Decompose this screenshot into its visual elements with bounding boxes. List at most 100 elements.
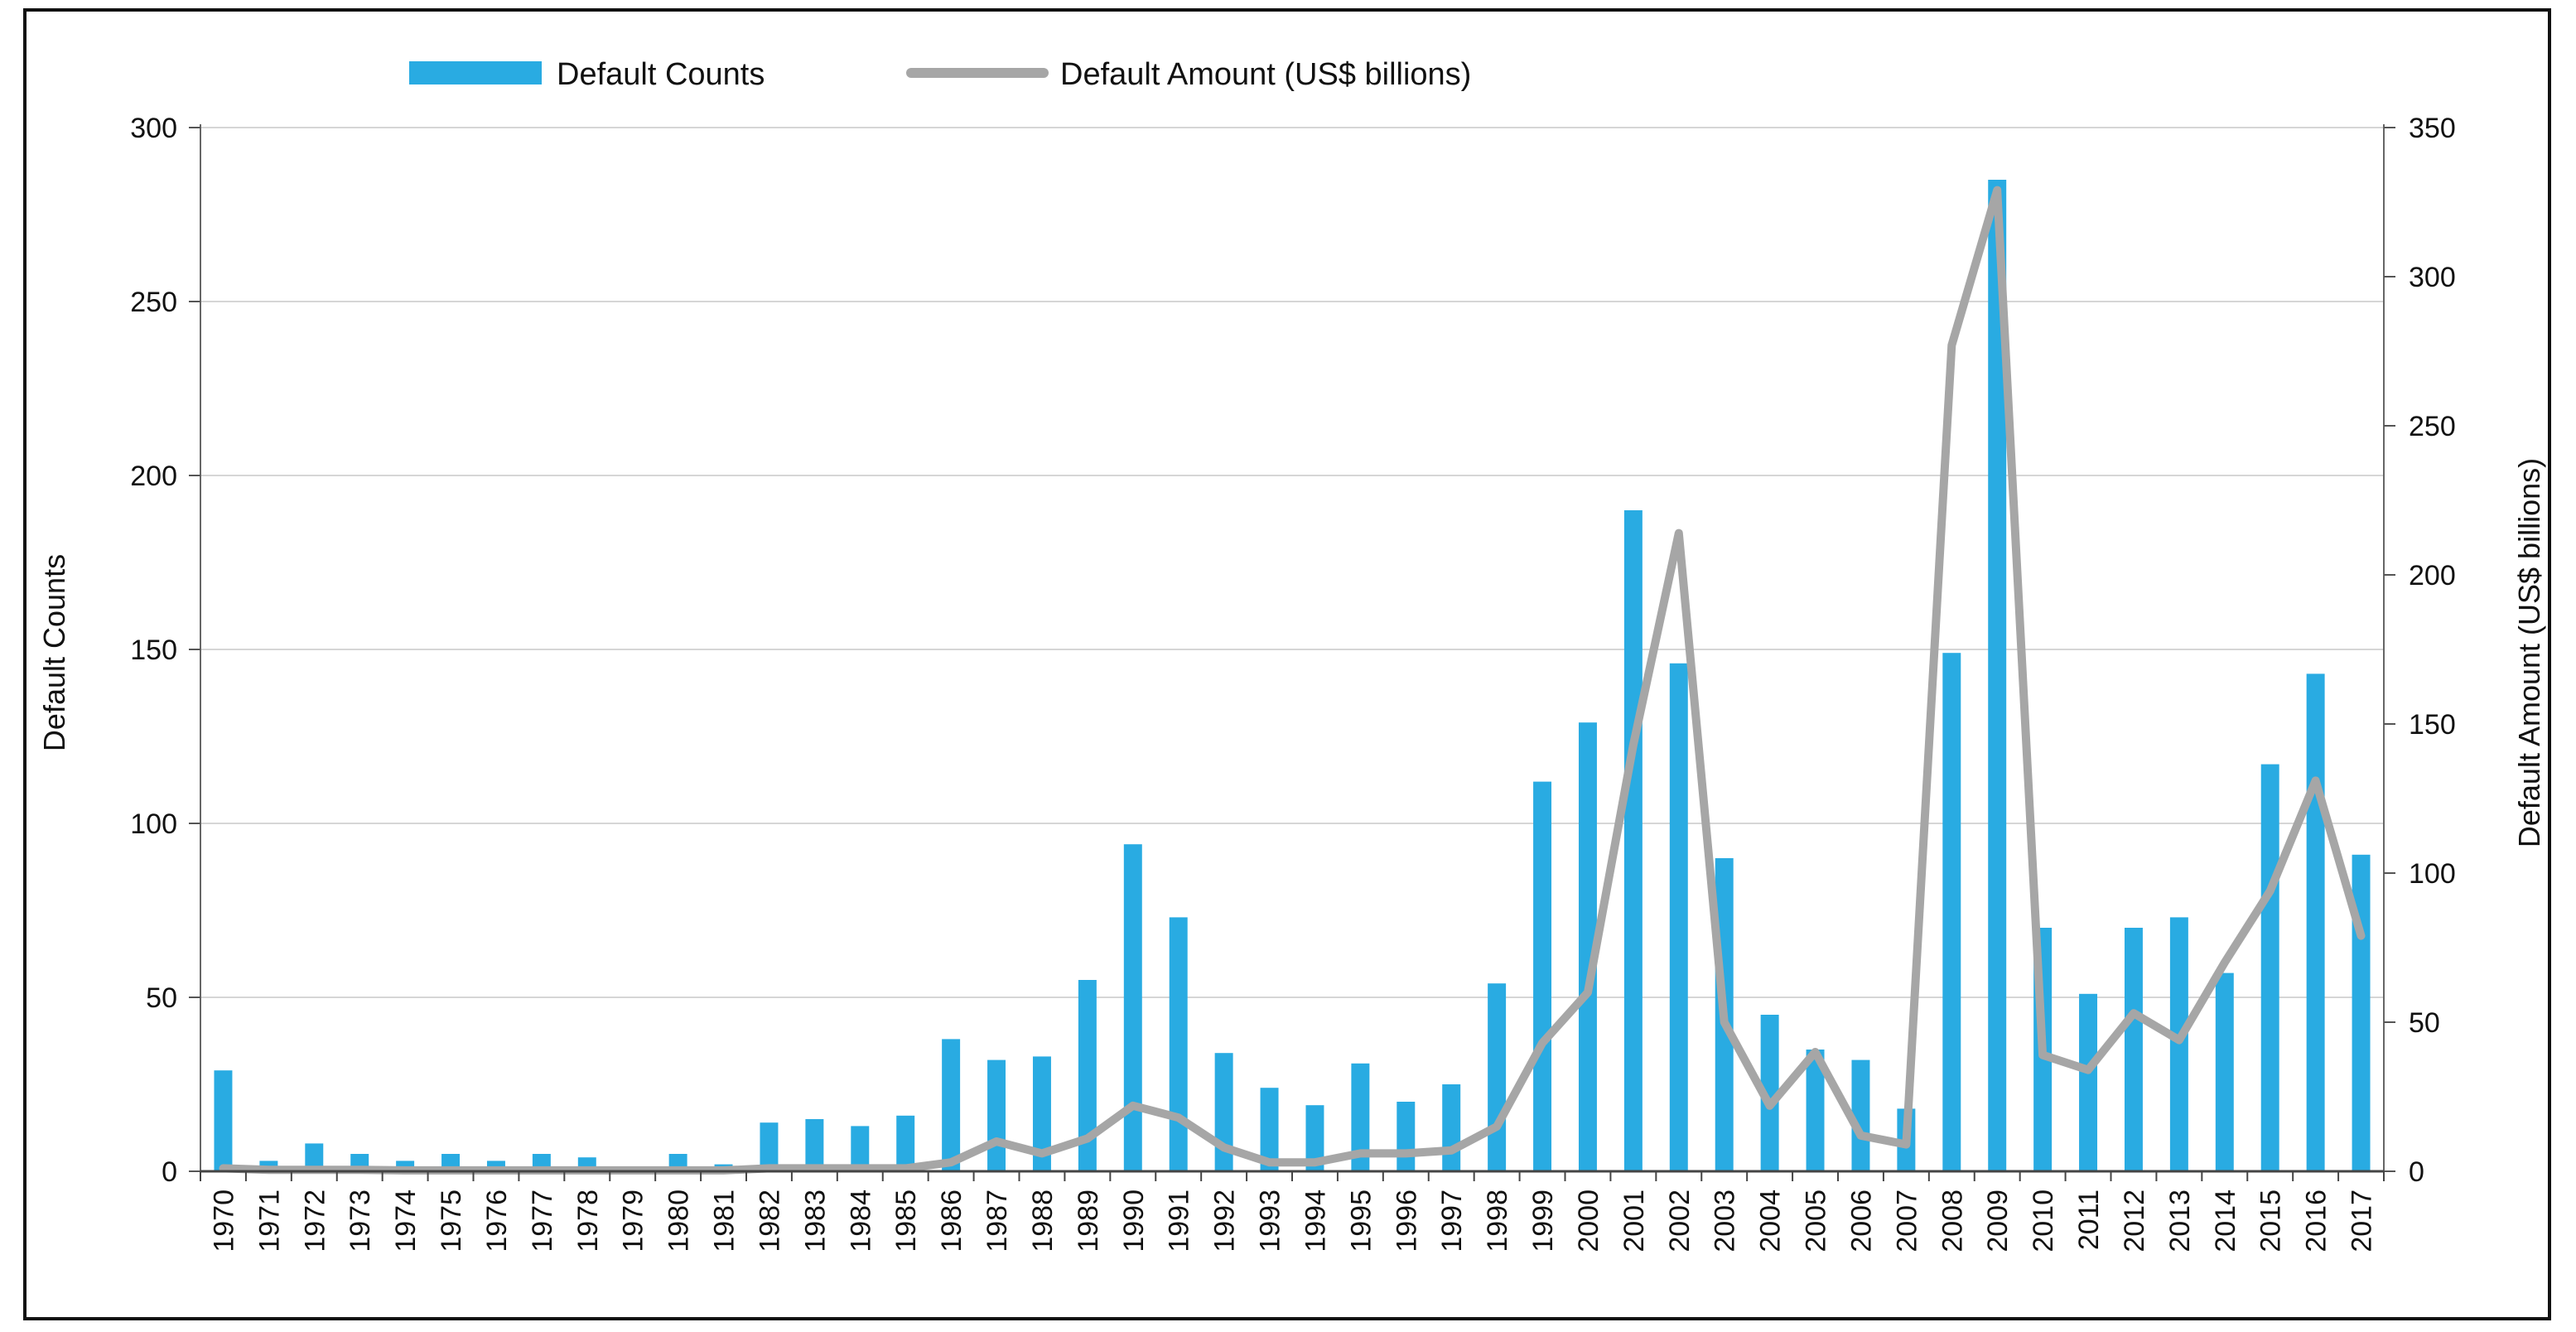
- bar-1984: [851, 1126, 870, 1171]
- left-tick-label: 100: [130, 808, 177, 840]
- bar-1999: [1533, 781, 1552, 1171]
- legend-label-default-counts: Default Counts: [557, 57, 765, 92]
- x-tick-label: 2005: [1801, 1190, 1832, 1252]
- x-tick-label: 1991: [1164, 1190, 1195, 1252]
- x-tick-label: 2001: [1618, 1190, 1650, 1252]
- bar-1993: [1260, 1088, 1279, 1171]
- x-tick-label: 2008: [1937, 1190, 1968, 1252]
- line-point-1990: [1132, 1105, 1134, 1107]
- x-tick-label: 1972: [299, 1190, 330, 1252]
- legend: Default Counts Default Amount (US$ billi…: [409, 57, 1471, 92]
- line-point-1970: [222, 1167, 224, 1169]
- line-point-2016: [2315, 779, 2317, 781]
- right-tick-label: 150: [2409, 709, 2456, 741]
- line-point-1993: [1269, 1161, 1271, 1163]
- x-tick-label: 1974: [390, 1190, 422, 1252]
- x-tick-label: 2003: [1710, 1190, 1741, 1252]
- bar-1994: [1305, 1105, 1324, 1171]
- bar-1995: [1351, 1063, 1370, 1171]
- line-point-2011: [2087, 1069, 2089, 1071]
- x-axis-ticks: 1970 1971 1972 1973 1974 1975 1976 1977 1978 1979…: [200, 1171, 2385, 1252]
- line-point-1984: [859, 1167, 861, 1169]
- x-tick-label: 2013: [2164, 1190, 2196, 1252]
- x-tick-label: 1999: [1527, 1190, 1559, 1252]
- line-point-1983: [813, 1167, 815, 1169]
- line-point-2012: [2133, 1012, 2135, 1014]
- left-tick-label: 250: [130, 287, 177, 318]
- line-point-2000: [1587, 992, 1589, 993]
- bar-1983: [805, 1119, 824, 1171]
- x-tick-label: 2006: [1846, 1190, 1878, 1252]
- bar-1988: [1032, 1056, 1051, 1171]
- bar-2005: [1806, 1050, 1825, 1171]
- x-tick-label: 2004: [1755, 1190, 1787, 1252]
- left-axis-title: Default Counts: [37, 554, 71, 751]
- x-tick-label: 1993: [1255, 1190, 1286, 1252]
- line-point-1988: [1041, 1152, 1043, 1154]
- bar-2009: [1988, 180, 2007, 1171]
- bar-1970: [214, 1070, 233, 1171]
- x-tick-label: 1989: [1073, 1190, 1104, 1252]
- left-tick-label: 150: [130, 635, 177, 666]
- bar-1997: [1442, 1084, 1461, 1171]
- x-tick-label: 1973: [345, 1190, 376, 1252]
- line-point-1997: [1450, 1150, 1452, 1151]
- left-tick-label: 50: [146, 982, 177, 1014]
- x-tick-label: 1971: [253, 1190, 285, 1252]
- right-tick-label: 100: [2409, 858, 2456, 890]
- line-point-2006: [1860, 1135, 1861, 1137]
- x-tick-label: 2015: [2255, 1190, 2287, 1252]
- x-tick-label: 1995: [1345, 1190, 1377, 1252]
- line-point-2003: [1724, 1021, 1725, 1023]
- line-point-1992: [1223, 1146, 1225, 1148]
- line-point-1986: [950, 1161, 952, 1163]
- x-tick-label: 1996: [1391, 1190, 1422, 1252]
- x-tick-label: 1986: [936, 1190, 967, 1252]
- right-tick-label: 50: [2409, 1007, 2440, 1039]
- x-tick-label: 1984: [845, 1190, 876, 1252]
- line-point-1995: [1359, 1152, 1361, 1154]
- x-tick-label: 1976: [481, 1190, 513, 1252]
- bar-1998: [1488, 983, 1507, 1171]
- bar-2014: [2215, 972, 2234, 1171]
- left-tick-label: 200: [130, 461, 177, 492]
- bar-2008: [1942, 653, 1961, 1171]
- right-tick-label: 350: [2409, 113, 2456, 144]
- line-point-1999: [1541, 1042, 1543, 1044]
- bar-2015: [2260, 764, 2279, 1171]
- line-default-amount: [219, 186, 2366, 1175]
- bar-2001: [1623, 510, 1643, 1171]
- line-point-2005: [1815, 1051, 1816, 1053]
- line-point-2009: [1996, 190, 1998, 191]
- x-tick-label: 2000: [1573, 1190, 1604, 1252]
- x-tick-label: 1980: [663, 1190, 695, 1252]
- bar-1972: [305, 1143, 324, 1171]
- bar-1989: [1078, 980, 1097, 1171]
- x-tick-label: 1988: [1027, 1190, 1059, 1252]
- x-tick-label: 2007: [1891, 1190, 1922, 1252]
- right-tick-label: 300: [2409, 262, 2456, 293]
- x-tick-label: 1998: [1482, 1190, 1513, 1252]
- left-tick-label: 0: [162, 1156, 177, 1188]
- x-tick-label: 2017: [2347, 1190, 2378, 1252]
- right-axis-ticks: 0 50 100 150 200 250 300 350: [2384, 113, 2456, 1188]
- x-tick-label: 1979: [618, 1190, 649, 1252]
- line-point-1985: [904, 1167, 906, 1169]
- x-tick-label: 1990: [1118, 1190, 1150, 1252]
- left-tick-label: 300: [130, 113, 177, 144]
- x-tick-label: 1994: [1300, 1190, 1332, 1252]
- left-axis-ticks: 0 50 100 150 200 250 300: [130, 113, 200, 1188]
- bar-2011: [2079, 993, 2098, 1171]
- bar-1982: [760, 1122, 779, 1171]
- line-point-2004: [1769, 1105, 1771, 1107]
- right-tick-label: 200: [2409, 560, 2456, 591]
- line-point-1989: [1087, 1137, 1088, 1139]
- bar-1986: [942, 1039, 961, 1171]
- bar-2006: [1851, 1059, 1870, 1171]
- axes: [200, 124, 2385, 1173]
- bar-1990: [1123, 844, 1142, 1171]
- right-tick-label: 250: [2409, 411, 2456, 442]
- x-tick-label: 1997: [1436, 1190, 1468, 1252]
- x-tick-label: 2014: [2210, 1190, 2241, 1252]
- line-point-2007: [1905, 1144, 1907, 1146]
